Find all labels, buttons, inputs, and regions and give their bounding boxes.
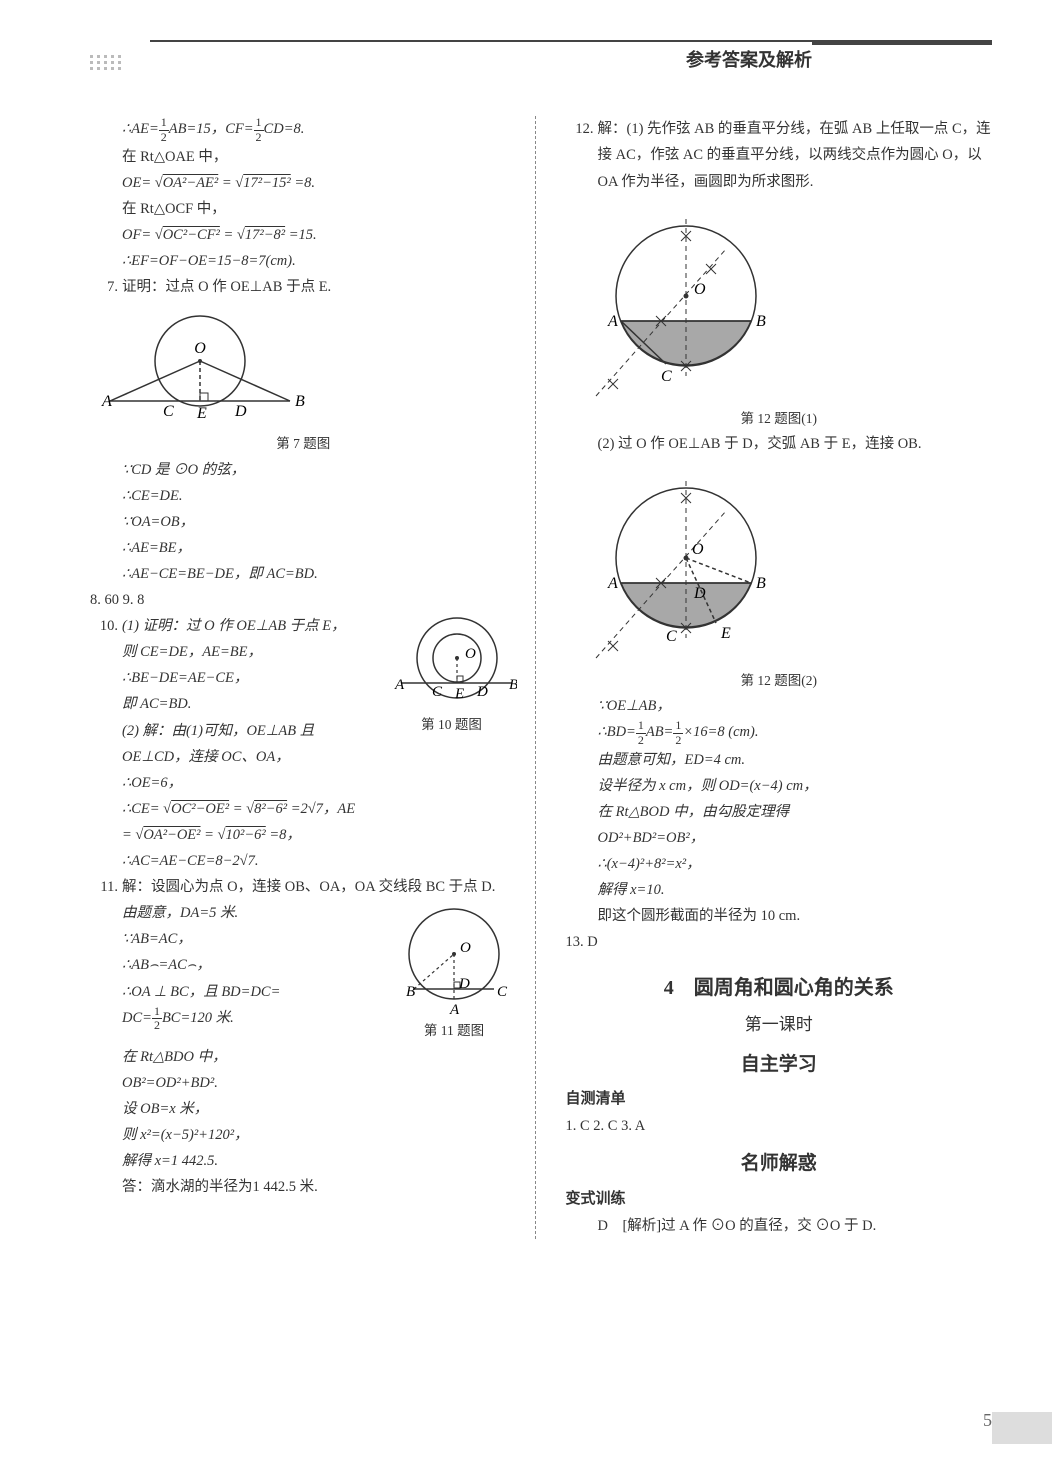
- svg-text:D: D: [458, 976, 470, 992]
- q8-q9: 8. 60 9. 8: [90, 587, 517, 613]
- q11-num: 11.: [90, 874, 118, 1200]
- svg-text:B: B: [406, 984, 415, 1000]
- p7c: ∵OA=OB，: [90, 509, 517, 535]
- selftest-answers: 1. C 2. C 3. A: [566, 1113, 993, 1139]
- svg-text:E: E: [196, 405, 207, 422]
- p12a: 解：(1) 先作弦 AB 的垂直平分线，在弧 AB 上任取一点 C，连接 AC，…: [598, 116, 993, 194]
- p12i: ∴(x−4)²+8²=x²，: [566, 851, 993, 877]
- svg-text:O: O: [194, 340, 206, 357]
- eq-ef: ∴EF=OF−OE=15−8=7(cm).: [90, 248, 517, 274]
- svg-text:O: O: [460, 940, 471, 956]
- page-number: 5: [983, 1404, 992, 1436]
- header-title: 参考答案及解析: [686, 50, 812, 70]
- svg-text:A: A: [101, 393, 112, 410]
- p12f: 设半径为 x cm，则 OD=(x−4) cm，: [566, 773, 993, 799]
- zzxx-head: 自主学习: [566, 1048, 993, 1082]
- p7e: ∴AE−CE=BE−DE，即 AC=BD.: [90, 561, 517, 587]
- bsxl-answer: D [解析]过 A 作 ⊙O 的直径，交 ⊙O 于 D.: [566, 1213, 993, 1239]
- svg-text:B: B: [295, 393, 305, 410]
- p11a: 解：设圆心为点 O，连接 OB、OA，OA 交线段 BC 于点 D.: [122, 874, 517, 900]
- svg-text:E: E: [454, 686, 464, 702]
- figure-7: O A B C E D: [90, 306, 517, 426]
- p12d: ∴BD=12AB=12×16=8 (cm).: [566, 719, 993, 746]
- fig7-caption: 第 7 题图: [90, 432, 517, 456]
- svg-text:D: D: [476, 684, 488, 700]
- svg-text:C: C: [497, 984, 508, 1000]
- svg-text:O: O: [465, 646, 476, 662]
- svg-text:O: O: [692, 541, 704, 558]
- lesson-title: 第一课时: [566, 1010, 993, 1041]
- p12g: 在 Rt△BOD 中，由勾股定理得: [566, 799, 993, 825]
- p10f: ∴OE=6，: [122, 770, 517, 796]
- page-header: 参考答案及解析: [150, 40, 992, 76]
- q7-text: 证明：过点 O 作 OE⊥AB 于点 E.: [122, 274, 517, 300]
- p7a: ∵CD 是 ⊙O 的弦，: [90, 457, 517, 483]
- svg-text:D: D: [234, 403, 247, 420]
- svg-text:E: E: [720, 625, 731, 642]
- q13: 13. D: [566, 929, 993, 955]
- msjh-head: 名师解惑: [566, 1147, 993, 1181]
- svg-text:C: C: [666, 628, 677, 645]
- figure-10: O A B C E D 第 10 题图: [387, 613, 517, 737]
- line-oae: 在 Rt△OAE 中，: [90, 144, 517, 170]
- bsxl-head: 变式训练: [566, 1186, 993, 1213]
- eq-ae: ∴AE=12AB=15，CF=12CD=8.: [90, 116, 517, 143]
- p12j: 解得 x=10.: [566, 877, 993, 903]
- q12-num: 12.: [566, 116, 594, 194]
- p10h: ∴AC=AE−CE=8−2√7.: [122, 848, 517, 874]
- svg-text:C: C: [163, 403, 174, 420]
- left-column: ∴AE=12AB=15，CF=12CD=8. 在 Rt△OAE 中， OE= √…: [90, 116, 536, 1238]
- p12k: 即这个圆形截面的半径为 10 cm.: [566, 903, 993, 929]
- right-column: 12. 解：(1) 先作弦 AB 的垂直平分线，在弧 AB 上任取一点 C，连接…: [556, 116, 993, 1238]
- q10-num: 10.: [90, 613, 118, 874]
- p12c: ∵OE⊥AB，: [566, 693, 993, 719]
- p11k: 答：滴水湖的半径为1 442.5 米.: [122, 1174, 517, 1200]
- p11j: 解得 x=1 442.5.: [122, 1148, 517, 1174]
- svg-text:A: A: [607, 313, 618, 330]
- figure-12-2: O A B D C E: [566, 463, 993, 663]
- p12b: (2) 过 O 作 OE⊥AB 于 D，交弧 AB 于 E，连接 OB.: [566, 431, 993, 457]
- figure-11: O D B C A 第 11 题图: [392, 904, 517, 1043]
- p11h: 设 OB=x 米，: [122, 1096, 517, 1122]
- svg-text:B: B: [756, 575, 766, 592]
- eq-oe: OE= √OA²−AE² = √17²−15² =8.: [90, 170, 517, 196]
- p11i: 则 x²=(x−5)²+120²，: [122, 1122, 517, 1148]
- eq-of: OF= √OC²−CF² = √17²−8² =15.: [90, 222, 517, 248]
- svg-text:C: C: [661, 368, 672, 385]
- svg-text:A: A: [394, 677, 405, 693]
- fig12-2-caption: 第 12 题图(2): [566, 669, 993, 693]
- section-4-title: 4 圆周角和圆心角的关系: [566, 970, 993, 1006]
- zcqd-head: 自测清单: [566, 1086, 993, 1113]
- p11f: 在 Rt△BDO 中，: [122, 1044, 517, 1070]
- p7d: ∴AE=BE，: [90, 535, 517, 561]
- svg-text:A: A: [607, 575, 618, 592]
- line-ocf: 在 Rt△OCF 中，: [90, 196, 517, 222]
- p10g: ∴CE= √OC²−OE² = √8²−6² =2√7，AE= √OA²−OE²…: [122, 796, 517, 848]
- svg-text:D: D: [693, 585, 706, 602]
- svg-text:A: A: [449, 1002, 460, 1018]
- page-corner-decoration: [992, 1412, 1052, 1444]
- p12e: 由题意可知，ED=4 cm.: [566, 747, 993, 773]
- svg-text:O: O: [694, 281, 706, 298]
- q7-num: 7.: [90, 274, 118, 300]
- p11g: OB²=OD²+BD².: [122, 1070, 517, 1096]
- p7b: ∴CE=DE.: [90, 483, 517, 509]
- p12h: OD²+BD²=OB²，: [566, 825, 993, 851]
- svg-text:B: B: [756, 313, 766, 330]
- fig12-1-caption: 第 12 题图(1): [566, 407, 993, 431]
- svg-text:C: C: [432, 684, 443, 700]
- svg-text:B: B: [509, 677, 517, 693]
- figure-12-1: O A B C: [566, 201, 993, 401]
